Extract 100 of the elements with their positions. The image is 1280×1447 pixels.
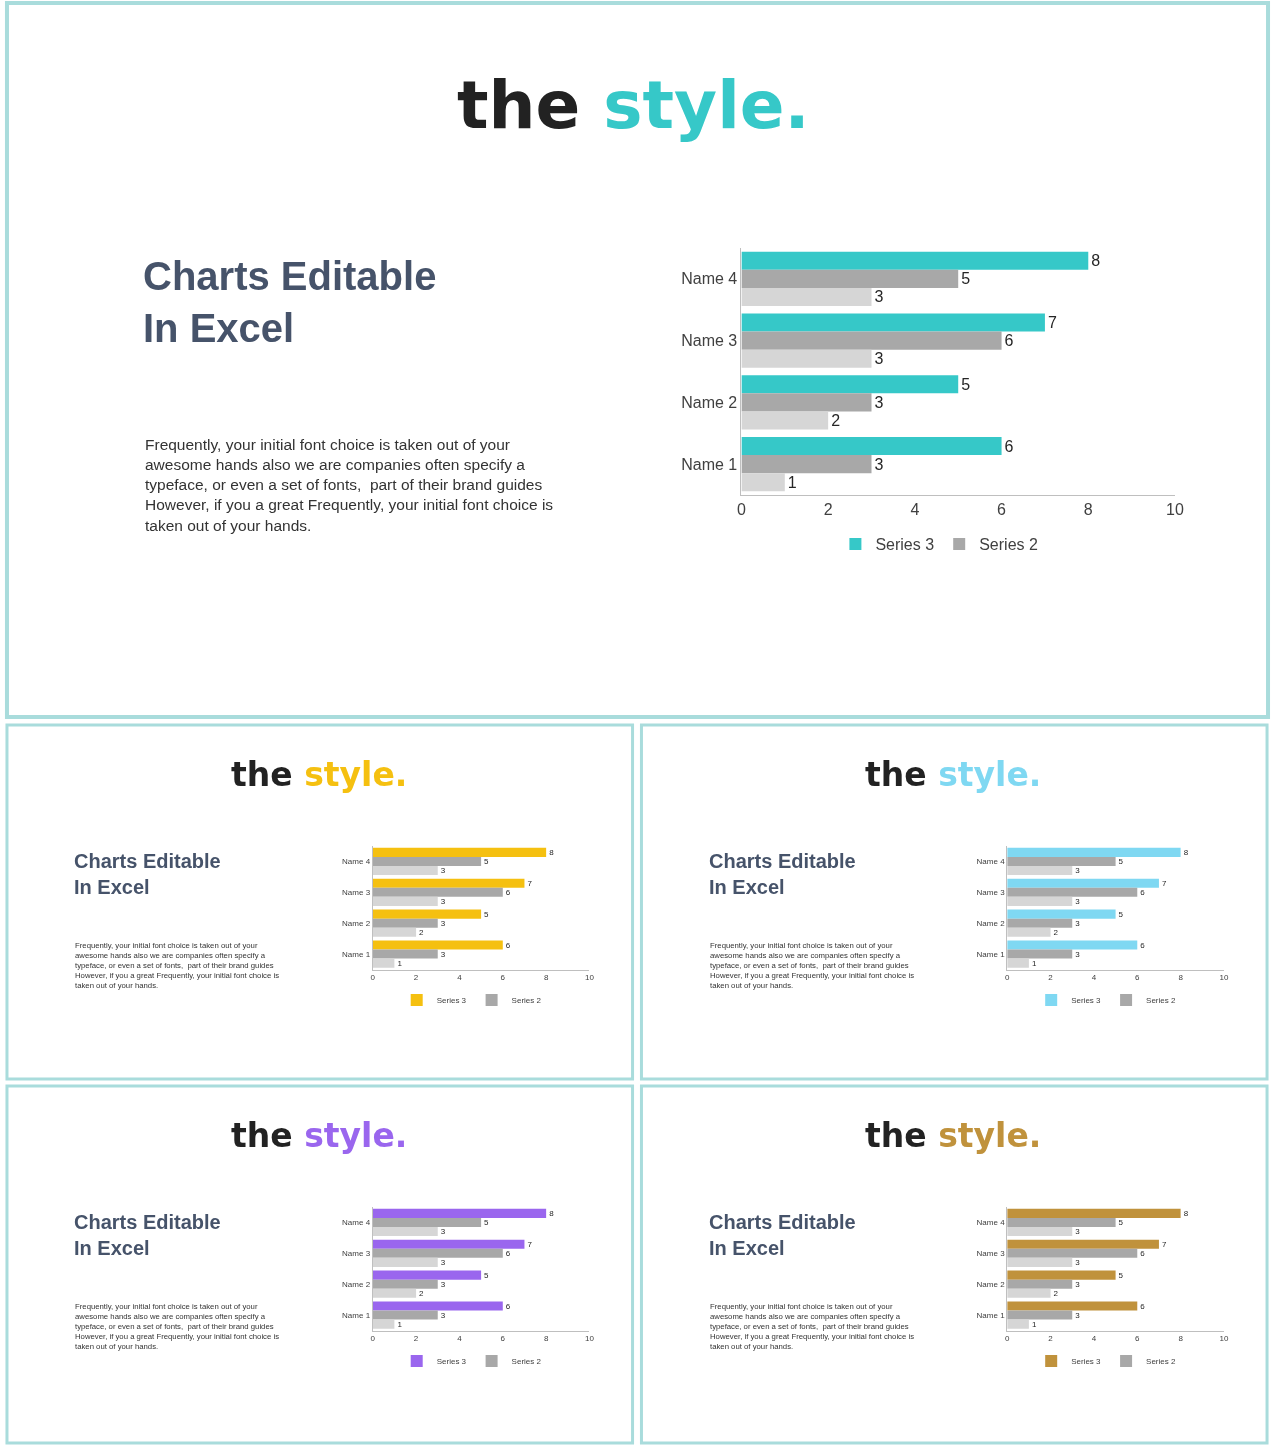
- y-tick-label: Name 3: [342, 888, 371, 898]
- bar: [1007, 909, 1116, 919]
- x-tick-label: 0: [370, 1334, 376, 1344]
- bar: [1007, 896, 1073, 906]
- y-tick-label: Name 4: [342, 857, 371, 867]
- x-tick-label: 0: [736, 501, 746, 519]
- bar: [1007, 958, 1029, 968]
- data-label: 3: [1075, 949, 1081, 959]
- x-tick-label: 10: [585, 973, 595, 983]
- data-label: 3: [440, 1279, 446, 1289]
- data-label: 5: [1118, 856, 1124, 866]
- data-label: 6: [505, 1248, 511, 1258]
- bar: [741, 411, 829, 430]
- data-label: 6: [505, 1301, 511, 1311]
- y-tick-label: Name 2: [342, 1279, 371, 1289]
- data-label: 7: [1047, 314, 1057, 332]
- x-tick-label: 4: [1091, 973, 1097, 983]
- chart-title: the style.: [457, 67, 810, 144]
- bar: [1007, 865, 1073, 876]
- y-tick-label: Name 1: [342, 1310, 371, 1320]
- x-tick-label: 2: [1048, 973, 1054, 983]
- bar: [1007, 856, 1116, 866]
- bar: [372, 1257, 438, 1267]
- legend-label: Series 2: [1146, 996, 1176, 1006]
- data-label: 5: [1118, 1217, 1124, 1227]
- x-tick-label: 4: [910, 501, 920, 519]
- bar: [372, 896, 438, 906]
- bar: [1007, 1319, 1029, 1329]
- data-label: 3: [1075, 1226, 1081, 1236]
- legend-label: Series 2: [1146, 1357, 1176, 1367]
- bar: [1007, 949, 1073, 959]
- bar: [372, 1310, 438, 1320]
- bar: [1007, 1217, 1116, 1227]
- x-tick-label: 0: [1004, 1334, 1010, 1344]
- bar: [741, 375, 959, 394]
- bar: [372, 940, 503, 950]
- bar: [1007, 1208, 1181, 1218]
- x-tick-label: 10: [585, 1334, 595, 1344]
- data-label: 5: [484, 1217, 490, 1227]
- text: Charts Editable In Excel: [709, 1211, 856, 1259]
- data-label: 3: [1075, 1257, 1081, 1267]
- bar: [1007, 1248, 1138, 1258]
- data-label: 5: [1118, 1270, 1124, 1280]
- data-label: 2: [419, 927, 425, 937]
- text: Charts Editable In Excel: [709, 850, 856, 898]
- data-label: 5: [1118, 909, 1124, 919]
- data-label: 1: [397, 1319, 403, 1329]
- bar: [372, 856, 482, 866]
- x-tick-label: 8: [543, 1334, 549, 1344]
- bar: [1007, 927, 1051, 937]
- y-tick-label: Name 4: [976, 1218, 1006, 1228]
- bar: [1007, 1279, 1073, 1289]
- legend-label: Series 3: [436, 996, 467, 1006]
- bar: [372, 1270, 482, 1280]
- bar: [741, 269, 959, 288]
- y-tick-label: Name 2: [342, 918, 371, 928]
- data-label: 3: [1075, 918, 1081, 928]
- y-tick-label: Name 1: [681, 455, 738, 473]
- data-label: 8: [549, 847, 555, 857]
- data-label: 2: [831, 411, 841, 429]
- bar: [1007, 1310, 1073, 1320]
- data-label: 5: [961, 270, 971, 288]
- data-label: 7: [1161, 1239, 1167, 1249]
- y-tick-label: Name 2: [681, 393, 738, 411]
- bar: [741, 349, 872, 368]
- data-label: 6: [1140, 940, 1146, 950]
- x-tick-label: 8: [1178, 1334, 1184, 1344]
- data-label: 3: [874, 393, 884, 411]
- x-tick-label: 0: [1004, 973, 1010, 983]
- x-tick-label: 10: [1219, 973, 1229, 983]
- data-label: 3: [440, 1257, 446, 1267]
- y-tick-label: Name 3: [342, 1249, 371, 1259]
- x-tick-label: 4: [457, 973, 463, 983]
- bar: [741, 436, 1002, 456]
- x-tick-label: 10: [1166, 501, 1184, 519]
- data-label: 3: [440, 1310, 446, 1320]
- text: Frequently, your initial font choice is taken out of your awesome hands also we are companies often specify a typeface, or even a set of fonts, part of their brand guides However, if you a great Frequently, your initial font choice is taken out of your hands.: [145, 436, 554, 534]
- x-tick-label: 8: [1178, 973, 1184, 983]
- y-tick-label: Name 2: [976, 1279, 1006, 1289]
- bar: [1007, 1288, 1051, 1298]
- data-label: 7: [527, 878, 533, 888]
- y-tick-label: Name 4: [976, 857, 1006, 867]
- bar: [1007, 918, 1073, 928]
- bar: [372, 865, 438, 876]
- y-tick-label: Name 3: [681, 332, 738, 350]
- bar: [372, 887, 503, 897]
- bar: [372, 1279, 438, 1289]
- data-label: 3: [440, 949, 446, 959]
- y-tick-label: Name 1: [342, 949, 371, 959]
- data-label: 1: [1031, 958, 1037, 968]
- bar: [372, 909, 482, 919]
- chart-title: the style.: [231, 1116, 408, 1155]
- data-label: 5: [484, 856, 490, 866]
- bar: [372, 1239, 525, 1249]
- x-tick-label: 2: [1048, 1334, 1054, 1344]
- bar: [741, 251, 1089, 270]
- data-label: 5: [961, 375, 971, 393]
- x-tick-label: 2: [823, 501, 833, 519]
- bar: [1007, 1226, 1073, 1237]
- bar: [372, 847, 547, 857]
